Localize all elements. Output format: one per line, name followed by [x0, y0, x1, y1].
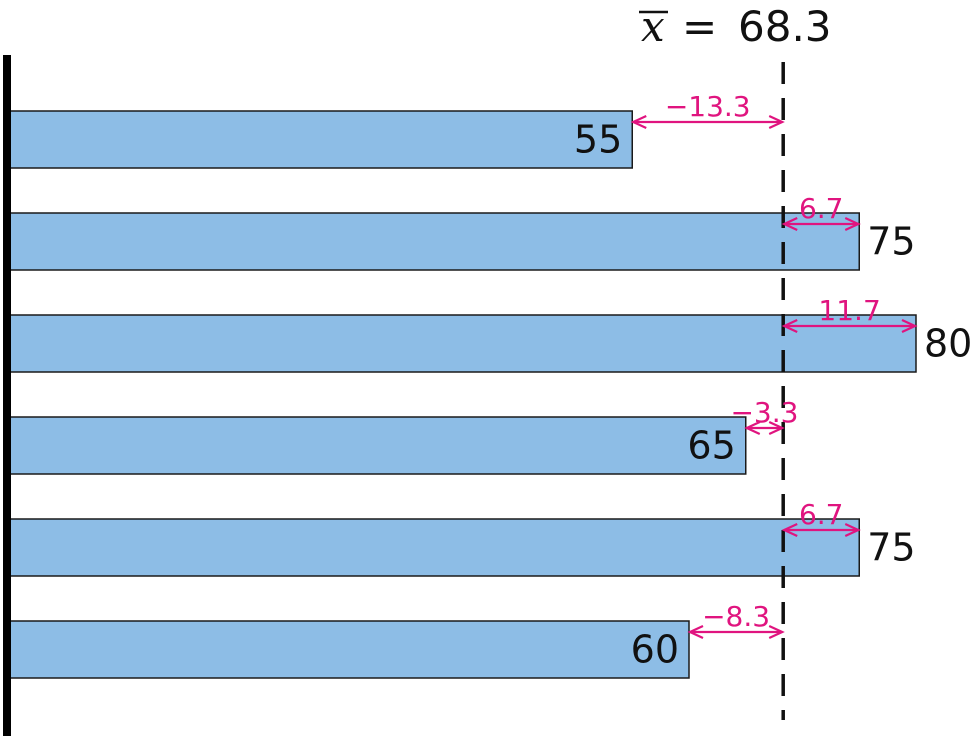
- bar-value-label: 60: [631, 628, 679, 672]
- bar: [7, 620, 690, 679]
- deviation-label: −3.3: [730, 396, 798, 429]
- bars-layer: 55 75 80 65 75 60: [7, 110, 972, 679]
- mean-value: 68.3: [738, 2, 832, 51]
- deviation-label: −8.3: [702, 600, 770, 633]
- deviation-arrowhead-left: [744, 421, 761, 435]
- deviations-layer: −13.3 6.7 11.7 −3.3 6.7 −8.3: [630, 90, 918, 639]
- deviation-label: −13.3: [665, 90, 751, 123]
- bar-value-label: 80: [924, 322, 972, 366]
- bar-value-label: 65: [687, 424, 735, 468]
- deviation-arrowhead-right: [844, 217, 861, 231]
- bar-value-label: 75: [867, 526, 915, 570]
- deviation-arrowhead-left: [781, 523, 798, 537]
- bar: [7, 110, 633, 169]
- mean-symbol: x: [641, 2, 665, 51]
- deviation-arrowhead-left: [687, 625, 704, 639]
- deviation-label: 6.7: [799, 192, 844, 225]
- bar: [7, 416, 747, 475]
- mean-label: x = 68.3: [639, 2, 832, 51]
- deviation-arrowhead-right: [844, 523, 861, 537]
- bar: [7, 518, 860, 577]
- deviation-arrowhead-right: [768, 115, 785, 129]
- deviation-arrowhead-left: [781, 319, 798, 333]
- mean-operator: =: [682, 2, 717, 51]
- deviation-arrowhead-left: [630, 115, 647, 129]
- bar: [7, 212, 860, 271]
- bar-value-label: 75: [867, 220, 915, 264]
- deviation-arrowhead-right: [768, 625, 785, 639]
- deviation-label: 11.7: [818, 294, 880, 327]
- deviation-arrowhead-left: [781, 217, 798, 231]
- deviation-arrowhead-right: [768, 421, 785, 435]
- deviation-label: 6.7: [799, 498, 844, 531]
- deviation-arrowhead-right: [901, 319, 918, 333]
- bar-value-label: 55: [574, 118, 622, 162]
- bar: [7, 314, 917, 373]
